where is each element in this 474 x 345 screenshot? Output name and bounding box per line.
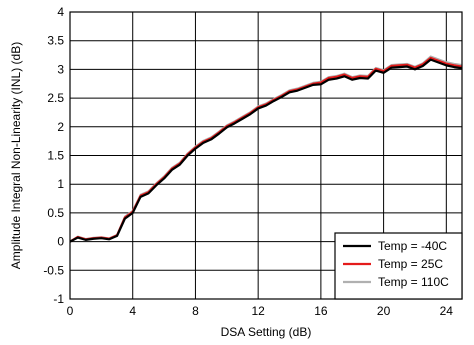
y-tick-label: 2.5 (47, 91, 64, 105)
y-tick-label: -1 (53, 292, 64, 306)
y-tick-label: -0.5 (43, 263, 64, 277)
y-tick-label: 1.5 (47, 149, 64, 163)
y-tick-label: 1 (57, 177, 64, 191)
legend-label: Temp = -40C (378, 239, 447, 253)
grid (70, 12, 462, 299)
y-tick-label: 3 (57, 62, 64, 76)
y-tick-label: 2 (57, 120, 64, 134)
legend-label: Temp = 25C (378, 257, 443, 271)
series-layer (69, 55, 463, 243)
y-axis-label: Amplitude Integral Non-Linearity (INL) (… (9, 42, 23, 269)
tick-labels: 0 4 8 12 16 20 24 -1 -0.5 0 0.5 1 1.5 2 2.5 3 3.5 4 (43, 5, 453, 318)
x-tick-label: 20 (377, 304, 391, 318)
x-tick-label: 0 (67, 304, 74, 318)
x-tick-label: 12 (251, 304, 265, 318)
x-tick-label: 8 (192, 304, 199, 318)
x-tick-label: 24 (440, 304, 454, 318)
y-tick-label: 4 (57, 5, 64, 19)
x-axis-label: DSA Setting (dB) (221, 325, 312, 339)
legend-label: Temp = 110C (378, 275, 449, 289)
x-tick-label: 4 (129, 304, 136, 318)
series-line-2 (69, 56, 463, 243)
plot-frame (69, 11, 463, 300)
y-tick-label: 3.5 (47, 34, 64, 48)
x-tick-label: 16 (314, 304, 328, 318)
y-tick-label: 0 (57, 235, 64, 249)
legend-box (334, 232, 463, 300)
legend: Temp = -40C Temp = 25C Temp = 110C (334, 232, 463, 300)
y-tick-label: 0.5 (47, 206, 64, 220)
series-line-1 (69, 58, 463, 243)
